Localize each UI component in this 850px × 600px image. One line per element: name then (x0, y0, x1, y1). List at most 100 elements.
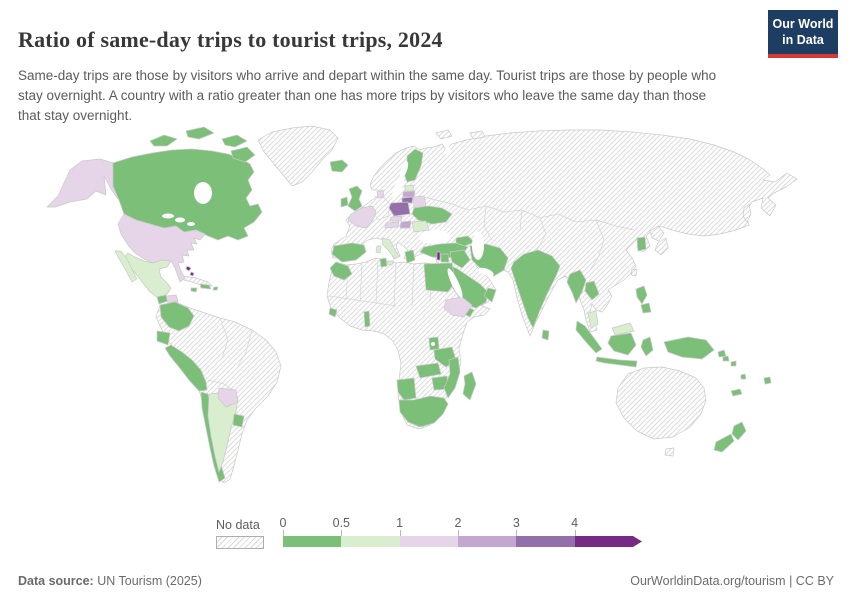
country-lithuania[interactable] (401, 196, 414, 204)
country-colombia[interactable] (159, 301, 195, 332)
country-hispaniola[interactable] (199, 283, 212, 290)
country-tunisia[interactable] (379, 257, 388, 268)
country-south-korea[interactable] (636, 236, 647, 252)
country-france[interactable] (347, 205, 377, 229)
country-sicily[interactable] (386, 260, 395, 266)
country-iceland[interactable] (329, 159, 349, 173)
country-new-caledonia[interactable] (730, 388, 743, 397)
country-japan-north[interactable] (649, 225, 665, 242)
country-solomon-1[interactable] (722, 355, 730, 362)
country-canada-arctic-1[interactable] (149, 134, 178, 147)
country-hungary[interactable] (399, 220, 412, 229)
country-nz-north[interactable] (731, 421, 747, 441)
country-denmark[interactable] (376, 189, 385, 199)
country-honduras[interactable] (165, 294, 179, 304)
legend-segment-2-3[interactable] (457, 536, 517, 547)
legend-segment->4[interactable] (574, 536, 633, 547)
country-caucasus[interactable] (455, 235, 475, 247)
country-sulawesi[interactable] (640, 336, 654, 357)
country-svalbard[interactable] (435, 129, 453, 140)
country-ireland[interactable] (340, 196, 349, 208)
country-philippines-north[interactable] (635, 285, 648, 305)
country-puerto-rico[interactable] (212, 286, 219, 291)
country-poland[interactable] (388, 201, 411, 217)
country-czechia[interactable] (389, 215, 403, 222)
country-spain[interactable] (331, 242, 367, 263)
country-solomon-2[interactable] (730, 360, 737, 367)
legend-segment-1-2[interactable] (399, 536, 458, 547)
country-canada-arctic-2[interactable] (185, 126, 215, 140)
country-usa[interactable] (117, 213, 206, 283)
owid-logo-line2: in Data (782, 32, 824, 47)
country-canada-baffin[interactable] (230, 146, 256, 163)
country-philippines-south[interactable] (640, 302, 652, 314)
country-sardinia[interactable] (375, 245, 382, 254)
country-bahamas-2[interactable] (189, 271, 195, 277)
country-egypt[interactable] (423, 262, 456, 293)
country-jordan[interactable] (440, 253, 450, 263)
country-vanuatu[interactable] (740, 373, 747, 380)
country-latvia[interactable] (402, 190, 416, 198)
country-java[interactable] (595, 356, 638, 368)
country-novaya-zemlya[interactable] (469, 130, 486, 140)
legend-segment-0-0.5[interactable] (283, 536, 342, 547)
country-estonia[interactable] (404, 184, 415, 192)
legend-color-bar (283, 536, 633, 547)
country-iraq[interactable] (449, 249, 471, 269)
country-morocco[interactable] (329, 261, 353, 281)
country-belarus[interactable] (412, 195, 427, 209)
country-laos[interactable] (584, 280, 600, 301)
country-israel[interactable] (436, 251, 441, 261)
legend-tick-label-1: 1 (396, 516, 404, 530)
legend-segment-0.5-1[interactable] (341, 536, 400, 547)
country-mozambique[interactable] (443, 356, 461, 399)
country-australia[interactable] (615, 366, 707, 440)
country-uruguay[interactable] (232, 413, 245, 428)
country-malaysia-peninsula[interactable] (587, 310, 599, 329)
legend-segment-3-4[interactable] (516, 536, 575, 547)
countries-with-data[interactable] (46, 126, 772, 483)
legend-no-data-swatch[interactable] (216, 536, 264, 549)
country-madagascar[interactable] (462, 371, 477, 401)
country-italy[interactable] (381, 237, 400, 260)
country-jamaica[interactable] (190, 287, 198, 293)
country-kalimantan[interactable] (607, 332, 637, 356)
country-uk[interactable] (347, 185, 363, 212)
country-baja[interactable] (114, 250, 138, 283)
country-paraguay[interactable] (217, 387, 239, 408)
legend-tick-label-2: 2 (454, 516, 462, 530)
country-benin[interactable] (363, 310, 371, 328)
country-romania[interactable] (411, 220, 430, 233)
country-malaysia-borneo[interactable] (611, 322, 635, 336)
country-taiwan[interactable] (630, 268, 638, 277)
country-austria[interactable] (384, 221, 400, 229)
footer-link[interactable]: OurWorldinData.org/tourism | CC BY (630, 574, 834, 588)
country-sri-lanka[interactable] (541, 329, 550, 341)
country-india[interactable] (510, 249, 561, 329)
country-new-guinea[interactable] (663, 336, 715, 360)
country-sierra-leone[interactable] (328, 307, 338, 318)
country-greenland[interactable] (257, 125, 339, 187)
country-canada-arctic-3[interactable] (221, 134, 248, 148)
country-alaska[interactable] (46, 158, 126, 208)
country-sumatra[interactable] (575, 320, 603, 354)
country-oman[interactable] (483, 287, 497, 303)
country-zambia[interactable] (415, 362, 442, 379)
country-japan-south[interactable] (654, 237, 669, 256)
country-fiji[interactable] (763, 376, 772, 385)
country-south-africa[interactable] (398, 395, 449, 428)
country-ecuador[interactable] (156, 330, 171, 346)
country-new-britain[interactable] (717, 349, 727, 358)
country-tasmania[interactable] (664, 447, 675, 457)
country-greece[interactable] (404, 249, 416, 264)
border-sahara-3 (375, 259, 379, 305)
country-myanmar[interactable] (566, 269, 587, 304)
country-bahamas-1[interactable] (185, 265, 192, 272)
owid-logo[interactable]: Our World in Data (768, 10, 838, 59)
country-namibia[interactable] (396, 377, 417, 401)
gulf-of-bothnia (399, 161, 409, 179)
country-sakhalin[interactable] (742, 203, 752, 223)
country-ukraine[interactable] (411, 205, 453, 225)
country-peru[interactable] (164, 344, 208, 392)
country-nz-south[interactable] (713, 433, 735, 453)
